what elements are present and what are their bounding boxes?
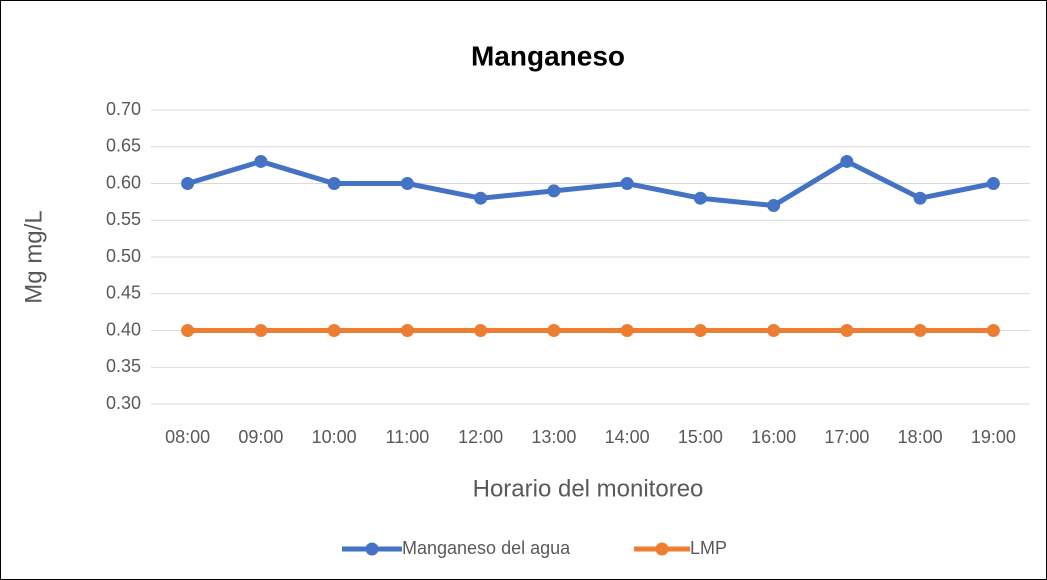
y-tick-label: 0.45 xyxy=(106,283,141,303)
data-point xyxy=(840,324,854,337)
x-tick-label: 16:00 xyxy=(751,427,796,447)
data-point xyxy=(693,191,707,205)
data-point xyxy=(400,177,414,190)
legend-label: Manganeso del agua xyxy=(402,538,571,558)
x-tick-label: 13:00 xyxy=(531,427,576,447)
legend-marker xyxy=(655,542,669,556)
y-tick-label: 0.50 xyxy=(106,246,141,266)
legend-marker xyxy=(365,542,379,556)
data-point xyxy=(547,184,561,198)
y-tick-label: 0.40 xyxy=(106,319,141,339)
data-point xyxy=(547,324,561,337)
x-tick-label: 14:00 xyxy=(605,427,650,447)
data-point xyxy=(767,324,781,337)
y-tick-label: 0.30 xyxy=(106,393,141,413)
data-point xyxy=(986,324,1000,337)
data-point xyxy=(693,324,707,337)
data-point xyxy=(400,324,414,337)
data-point xyxy=(254,154,268,168)
y-tick-label: 0.35 xyxy=(106,356,141,376)
data-point xyxy=(620,324,634,337)
series-line xyxy=(186,158,994,209)
x-tick-label: 15:00 xyxy=(678,427,723,447)
data-point xyxy=(767,199,781,213)
x-tick-label: 18:00 xyxy=(898,427,943,447)
x-tick-label: 11:00 xyxy=(386,427,430,447)
y-tick-label: 0.70 xyxy=(106,99,141,119)
x-tick-label: 09:00 xyxy=(238,427,283,447)
data-point xyxy=(327,324,341,337)
data-point xyxy=(840,154,854,168)
x-axis-title: Horario del monitoreo xyxy=(473,475,704,502)
y-tick-label: 0.65 xyxy=(106,136,141,156)
data-point xyxy=(913,191,927,205)
x-tick-label: 08:00 xyxy=(165,427,210,447)
chart-title: Manganeso xyxy=(471,40,625,71)
y-axis-title: Mg mg/L xyxy=(20,210,47,303)
data-point xyxy=(181,177,195,190)
data-point xyxy=(474,191,488,205)
x-tick-label: 10:00 xyxy=(312,427,357,447)
y-tick-label: 0.60 xyxy=(106,172,141,192)
x-tick-label: 19:00 xyxy=(971,427,1016,447)
data-point xyxy=(254,324,268,337)
x-tick-label: 17:00 xyxy=(824,427,869,447)
x-tick-label: 12:00 xyxy=(458,427,503,447)
data-point xyxy=(181,324,195,337)
data-point xyxy=(986,177,1000,190)
data-point xyxy=(327,177,341,190)
y-tick-label: 0.55 xyxy=(106,209,141,229)
data-point xyxy=(474,324,488,337)
data-point xyxy=(913,324,927,337)
legend-label: LMP xyxy=(690,538,727,558)
data-point xyxy=(620,177,634,190)
